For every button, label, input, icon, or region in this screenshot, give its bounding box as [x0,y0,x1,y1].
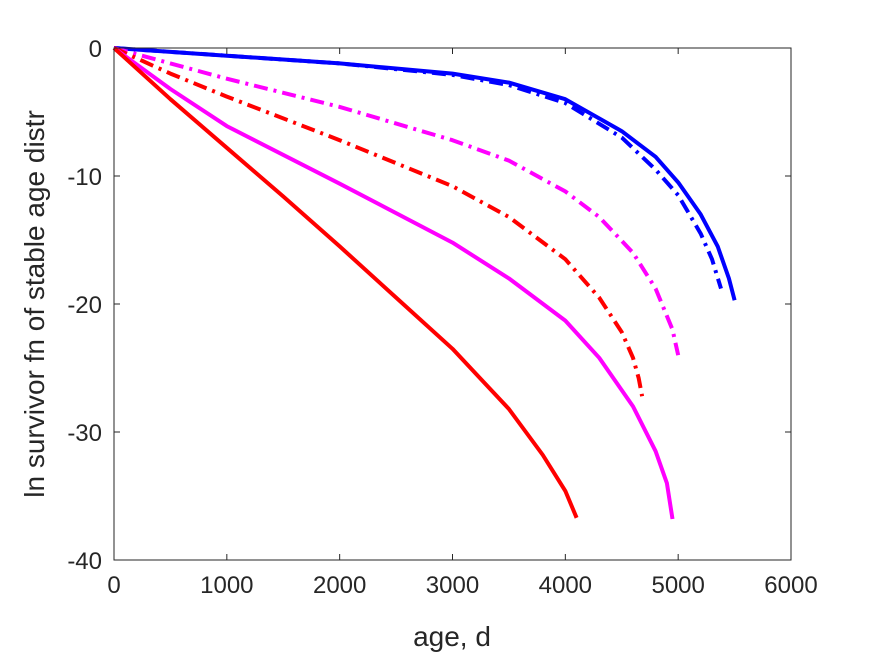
x-axis-label: age, d [413,621,491,652]
series-line-6 [112,46,579,519]
x-tick-label: 1000 [200,572,253,599]
series-line-5 [112,46,675,520]
x-tick-label: 2000 [313,572,366,599]
series-line-4 [113,46,645,397]
y-tick-label: -20 [67,292,102,319]
y-tick-label: 0 [89,36,102,63]
series-line-3 [113,46,681,356]
series-layer [112,46,737,520]
series-line-1 [113,46,737,301]
y-axis-ticks: 0 -10 -20 -30 -40 [67,36,791,575]
plot-area [114,48,791,560]
y-tick-label: -40 [67,548,102,575]
y-tick-label: -30 [67,420,102,447]
x-tick-label: 4000 [539,572,592,599]
x-tick-label: 5000 [651,572,704,599]
y-tick-label: -10 [67,164,102,191]
y-axis-label: ln survivor fn of stable age distr [19,110,50,498]
x-axis-ticks: 0 1000 2000 3000 4000 5000 6000 [107,48,818,599]
x-tick-label: 3000 [426,572,479,599]
series-line-2 [113,46,723,290]
x-tick-label: 6000 [764,572,817,599]
x-tick-label: 0 [107,572,120,599]
